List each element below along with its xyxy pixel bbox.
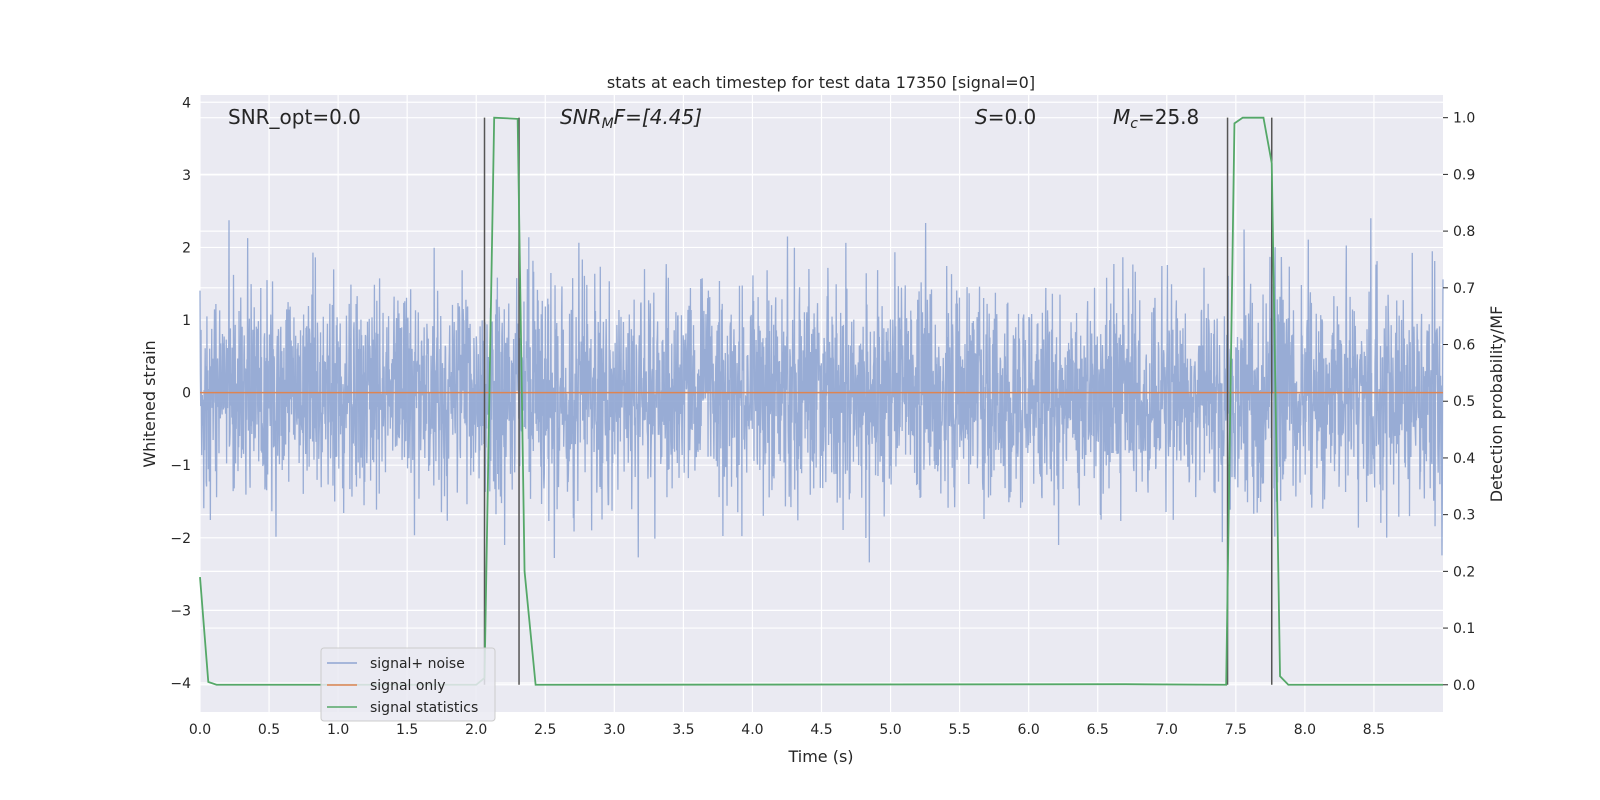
x-tick-label: 4.0 [741,722,763,738]
mc-base: M [1113,105,1130,129]
x-tick-label: 5.0 [879,722,901,738]
y-tick-label: 4 [182,95,191,111]
y-tick-label: 2 [182,240,191,256]
y-right-tick-label: 0.2 [1453,564,1475,580]
x-tick-label: 7.5 [1225,722,1247,738]
x-tick-label: 1.0 [327,722,349,738]
annotation-snr-mf: SNRMF=[4.45] [560,105,702,132]
y-right-tick-label: 0.9 [1453,167,1475,183]
y-right-tick-label: 0.4 [1453,451,1475,467]
x-axis-label: Time (s) [787,747,853,766]
x-tick-label: 0.5 [258,722,280,738]
x-tick-label: 3.5 [672,722,694,738]
annotation-mc: Mc=25.8 [1113,105,1199,132]
y-right-tick-label: 0.0 [1453,678,1475,694]
y-right-tick-label: 0.5 [1453,394,1475,410]
grid-right [200,117,1443,686]
mc-sub: c [1130,116,1138,132]
x-tick-label: 2.5 [534,722,556,738]
x-tick-label: 7.0 [1156,722,1178,738]
y-right-tick-label: 0.8 [1453,224,1475,240]
y-tick-label: −4 [170,676,191,692]
y-right-tick-label: 0.3 [1453,508,1475,524]
x-tick-label: 6.0 [1018,722,1040,738]
y-right-tick-label: 0.1 [1453,621,1475,637]
s-italic: S [975,105,988,129]
x-tick-label: 8.5 [1363,722,1385,738]
y-right-axis-label: Detection probability/MF [1487,306,1506,503]
chart-title: stats at each timestep for test data 173… [607,73,1035,92]
annotation-snr-opt: SNR_opt=0.0 [228,105,361,129]
y-right-tick-label: 1.0 [1453,111,1475,127]
y-tick-label: 1 [182,313,191,329]
x-tick-label: 8.0 [1294,722,1316,738]
y-right-axis-ticks: 1.0 0.9 0.8 0.7 0.6 0.5 0.4 0.3 0.2 0.1 0.0 [1443,111,1475,694]
series-signal-noise [199,218,1444,563]
annotation-s: S=0.0 [975,105,1036,129]
x-tick-label: 4.5 [810,722,832,738]
legend-label-signal-statistics: signal statistics [370,700,478,716]
x-tick-label: 0.0 [189,722,211,738]
y-tick-label: 0 [182,386,191,402]
y-right-tick-label: 0.7 [1453,281,1475,297]
legend-label-signal-only: signal only [370,678,445,694]
y-tick-label: −3 [170,603,191,619]
x-axis-ticks: 0.0 0.5 1.0 1.5 2.0 2.5 3.0 3.5 4.0 4.5 5.0 5.5 6.0 6… [189,722,1385,738]
x-tick-label: 5.5 [948,722,970,738]
s-rest: =0.0 [988,105,1037,129]
legend-label-signal-noise: signal+ noise [370,656,465,672]
snr-mf-base: SNR [560,105,602,129]
y-tick-label: −2 [170,531,191,547]
plot-series [199,116,1444,686]
x-tick-label: 2.0 [465,722,487,738]
y-axis-ticks: 4 3 2 1 0 −1 −2 −3 −4 [170,95,191,692]
x-tick-label: 6.5 [1087,722,1109,738]
legend: signal+ noise signal only signal statist… [320,647,496,722]
y-tick-label: −1 [170,458,191,474]
snr-mf-sub: M [602,116,614,132]
x-tick-label: 1.5 [396,722,418,738]
snr-mf-rest: F=[4.45] [614,105,702,129]
mc-rest: =25.8 [1138,105,1199,129]
legend-box [320,647,496,722]
y-right-tick-label: 0.6 [1453,338,1475,354]
y-axis-label: Whitened strain [140,340,159,467]
x-tick-label: 3.0 [603,722,625,738]
y-tick-label: 3 [182,168,191,184]
